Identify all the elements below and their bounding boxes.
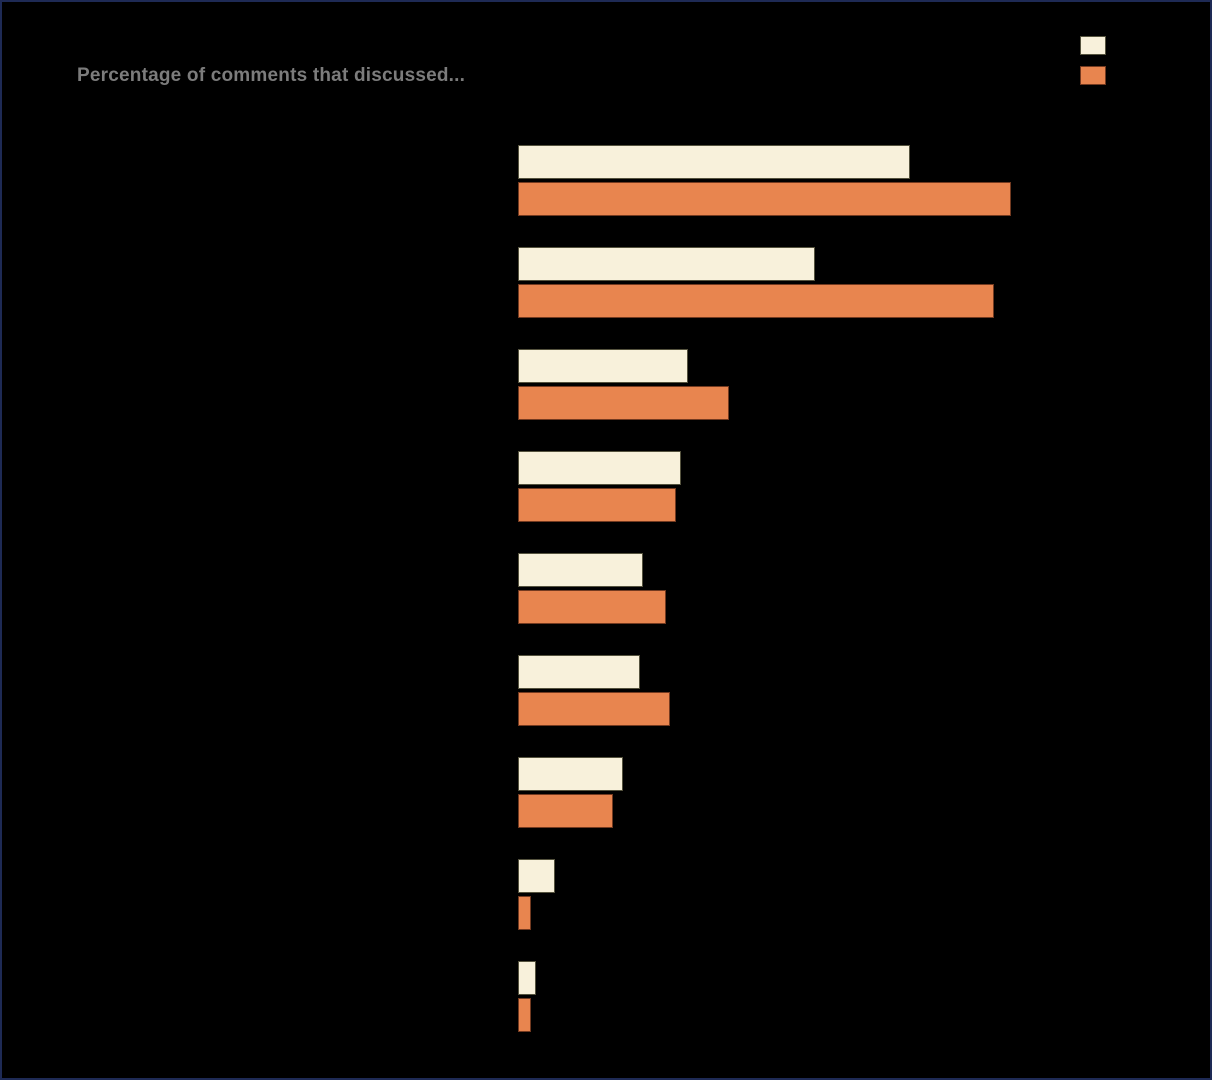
bar-group <box>518 451 1182 522</box>
bar-cream <box>518 349 689 383</box>
bar-orange <box>518 284 994 318</box>
bar-cream <box>518 859 555 893</box>
bar-orange <box>518 896 532 930</box>
bar-group <box>518 757 1182 828</box>
bar-group <box>518 553 1182 624</box>
bar-orange <box>518 488 677 522</box>
bar-cream <box>518 553 644 587</box>
plot-area <box>518 145 1182 1032</box>
bar-group <box>518 247 1182 318</box>
bar-group <box>518 655 1182 726</box>
legend-swatch-orange <box>1080 66 1106 85</box>
bar-cream <box>518 145 910 179</box>
bar-orange <box>518 386 730 420</box>
bar-cream <box>518 451 681 485</box>
chart-title: Percentage of comments that discussed... <box>77 65 466 86</box>
bar-orange <box>518 692 670 726</box>
bar-cream <box>518 247 815 281</box>
bar-cream <box>518 655 640 689</box>
bar-cream <box>518 757 624 791</box>
bar-orange <box>518 998 532 1032</box>
bar-group <box>518 145 1182 216</box>
bar-group <box>518 349 1182 420</box>
bar-cream <box>518 961 536 995</box>
bar-orange <box>518 794 614 828</box>
bar-group <box>518 859 1182 930</box>
bar-group <box>518 961 1182 1032</box>
legend <box>1080 36 1106 85</box>
legend-swatch-cream <box>1080 36 1106 55</box>
bar-orange <box>518 590 667 624</box>
bar-orange <box>518 182 1011 216</box>
